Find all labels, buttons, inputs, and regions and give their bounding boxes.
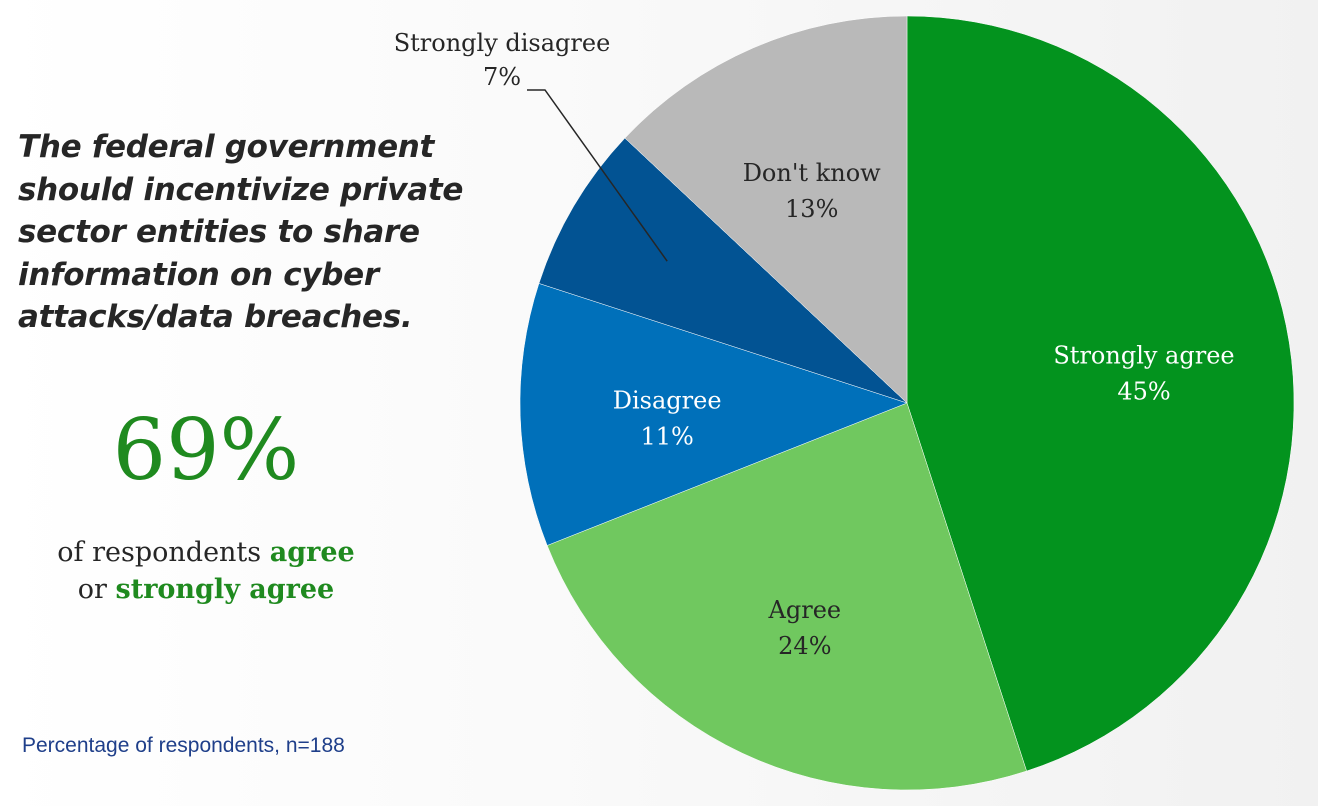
callout-text-2: or — [77, 574, 116, 605]
pie-slice-strongly-agree — [906, 15, 1295, 772]
callout-strongly-agree: strongly agree — [115, 574, 335, 605]
pie-slice-strongly-disagree — [538, 137, 908, 404]
slice-value-agree: 24% — [778, 632, 831, 660]
slice-label-don-t-know: Don't know — [743, 159, 881, 187]
callout-line-1: of respondents agree — [0, 534, 412, 571]
question-line: The federal government — [18, 129, 435, 165]
slice-value-disagree: 11% — [641, 423, 694, 451]
question-line: information on cyber — [18, 256, 379, 293]
pie-slice-disagree — [519, 283, 908, 546]
slice-value-strongly-agree: 45% — [1117, 377, 1170, 405]
callout-agree: agree — [269, 537, 355, 568]
slice-label-strongly-agree: Strongly agree — [1053, 341, 1234, 369]
slice-label-strongly-disagree: Strongly disagree — [394, 29, 611, 57]
agree-callout-text: of respondents agree or strongly agree — [0, 534, 412, 608]
leader-line-strongly-disagree — [527, 89, 668, 262]
question-line: should incentivize private — [18, 171, 464, 208]
chart-question: The federal government should incentiviz… — [18, 126, 488, 339]
slice-label-agree: Agree — [768, 596, 842, 624]
callout-line-2: or strongly agree — [0, 571, 412, 608]
slice-value-don-t-know: 13% — [785, 195, 838, 223]
slice-label-disagree: Disagree — [613, 387, 722, 415]
slice-value-strongly-disagree: 7% — [483, 63, 521, 91]
question-line: sector entities to share — [18, 214, 420, 250]
agree-percentage: 69% — [112, 401, 300, 499]
question-line: attacks/data breaches. — [18, 299, 413, 335]
pie-slice-agree — [546, 402, 1027, 791]
sample-size-note: Percentage of respondents, n=188 — [22, 734, 345, 757]
callout-text-1: of respondents — [57, 537, 270, 568]
pie-slice-don-t-know — [624, 15, 908, 404]
